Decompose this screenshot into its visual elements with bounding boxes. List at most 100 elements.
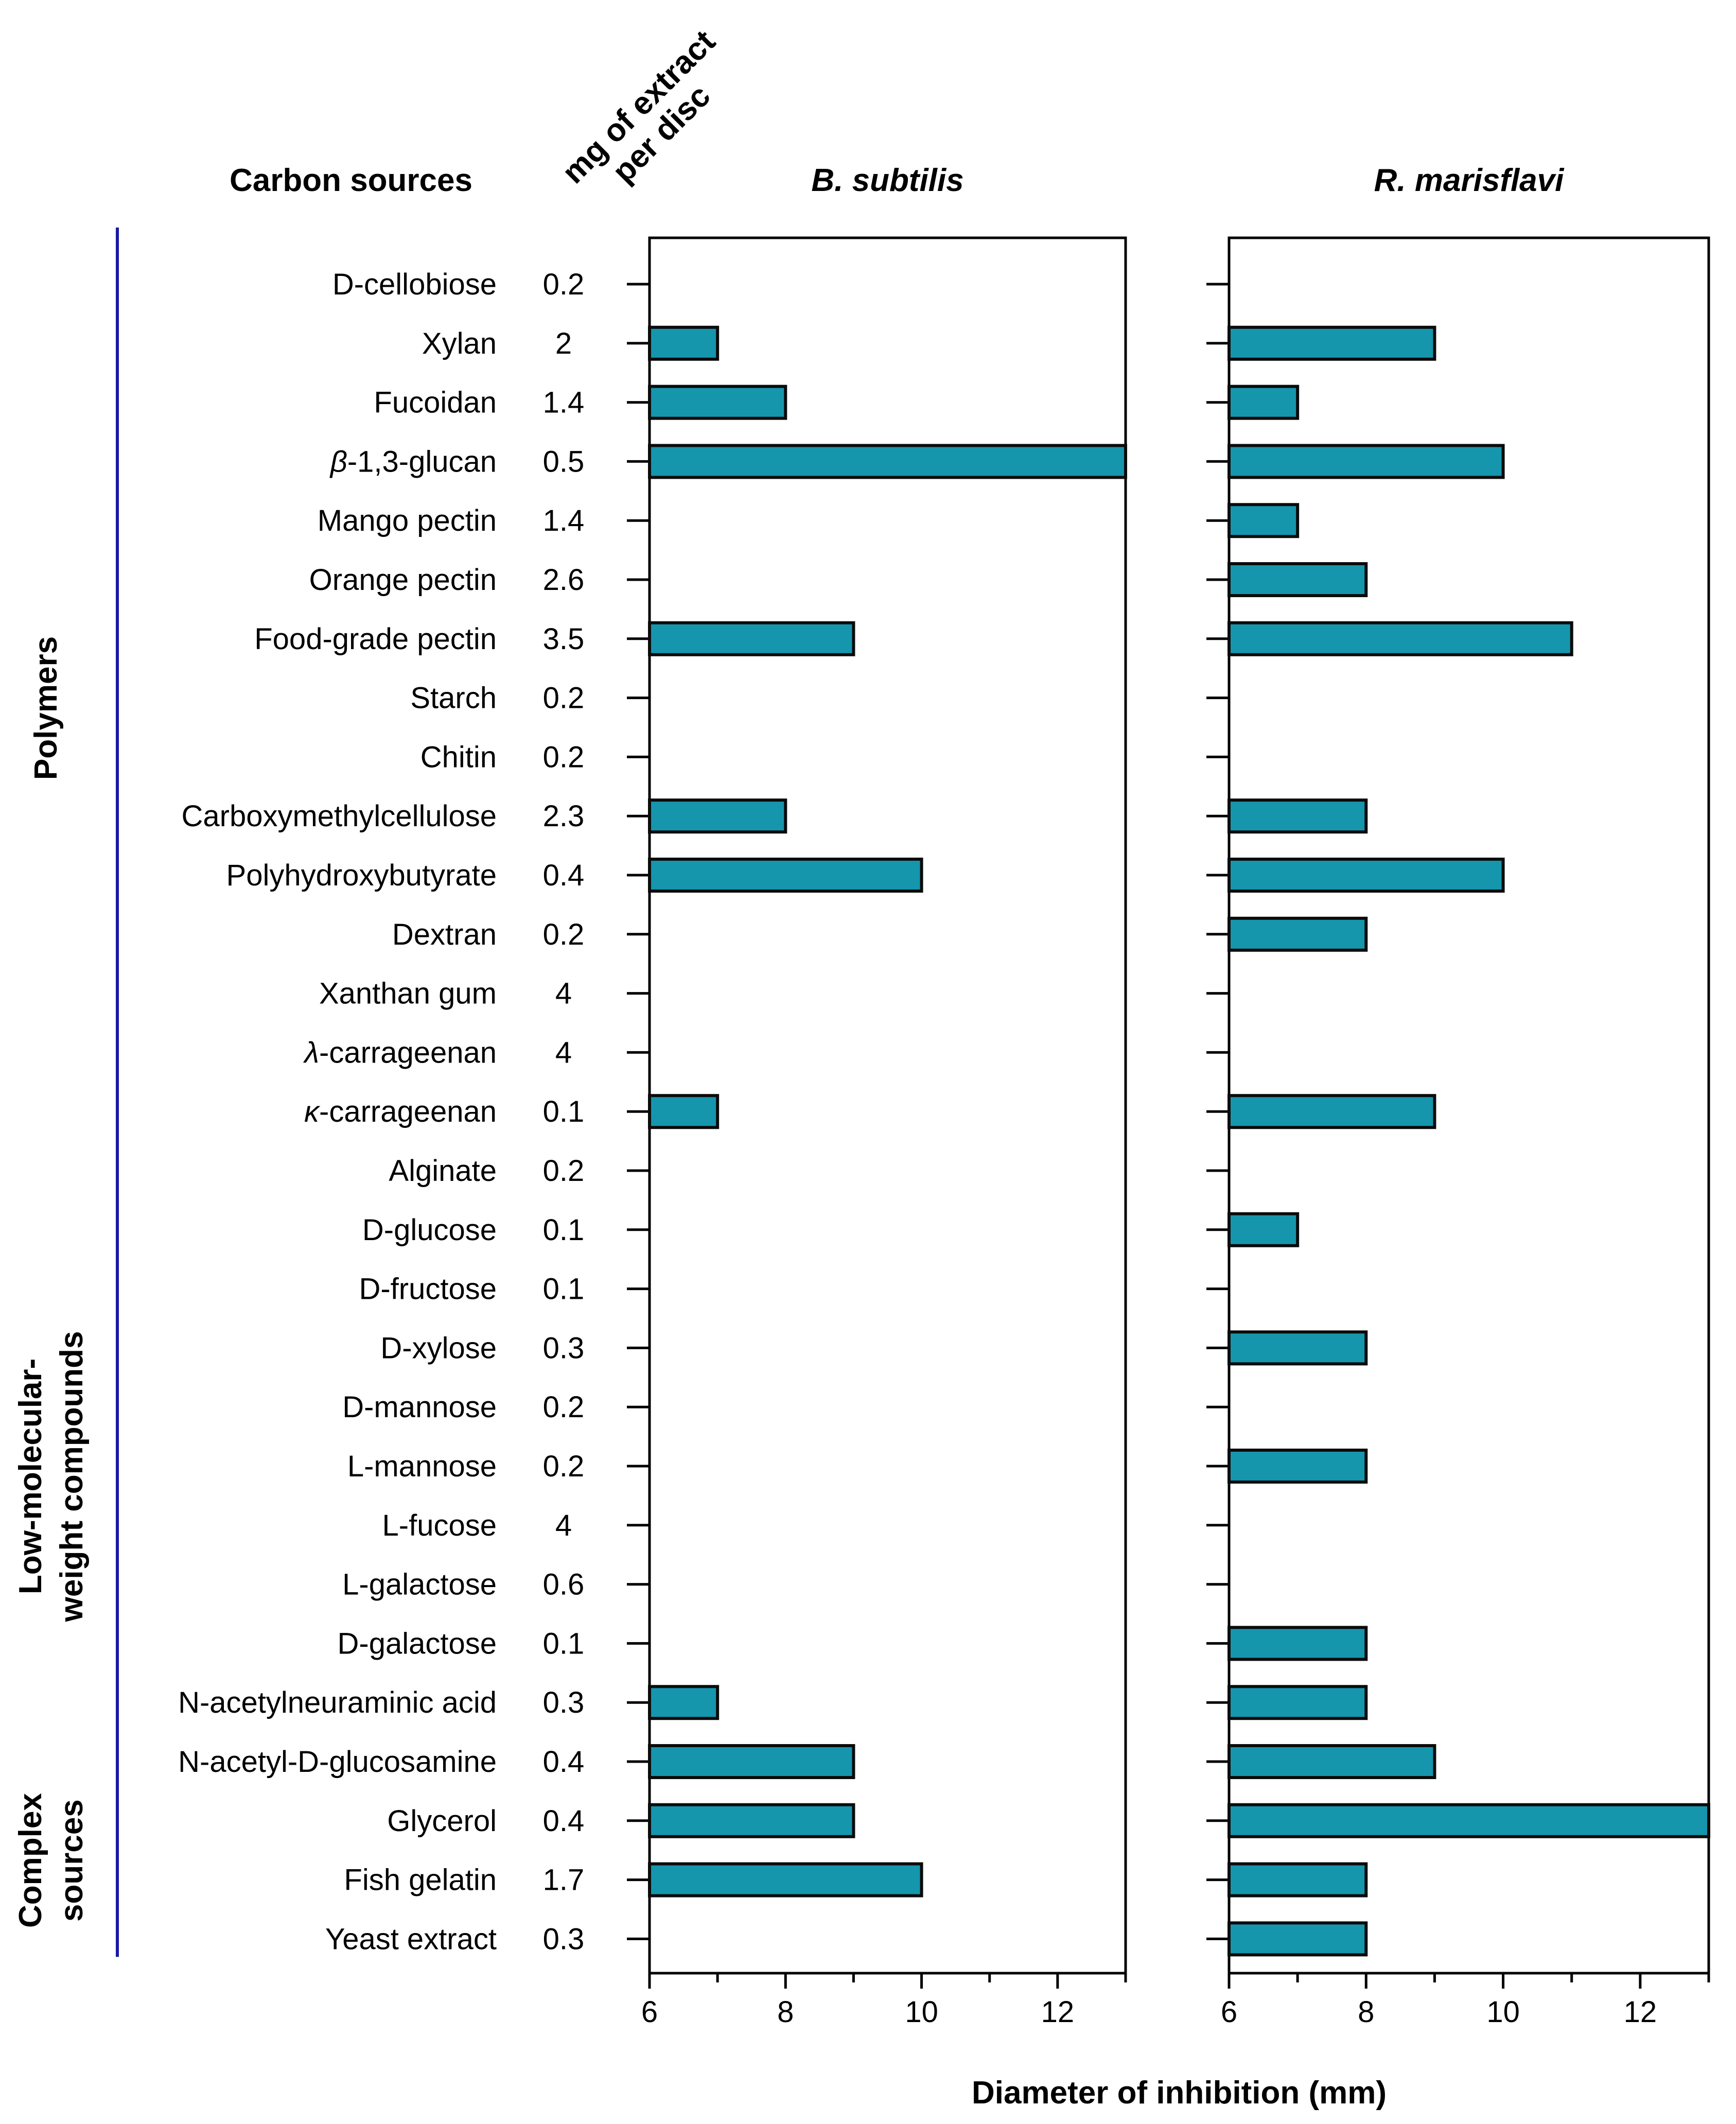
bar [1228, 1685, 1368, 1720]
group-label: Low-molecular-weight compounds [13, 1331, 90, 1622]
bar [648, 798, 787, 834]
bar [1228, 1094, 1436, 1129]
bar [648, 325, 720, 361]
category-label: Food-grade pectin [254, 622, 497, 656]
mg-value: 0.1 [543, 1627, 585, 1660]
group-brackets: Polymers Low-molecular-weight compounds Co… [13, 228, 119, 1957]
category-label: Polyhydroxybutyrate [226, 859, 497, 892]
panel-title-b-subtilis: B. subtilis [811, 163, 963, 198]
header-mg-per-disc: mg of extract per disc [555, 24, 722, 190]
mg-value: 0.1 [543, 1095, 585, 1128]
category-label: Alginate [389, 1154, 497, 1188]
bar [648, 385, 787, 420]
mg-value: 0.2 [543, 1154, 585, 1188]
bar [1228, 798, 1368, 834]
mg-value: 1.7 [543, 1864, 585, 1897]
x-tick-label: 12 [1041, 1995, 1075, 2029]
plot-frame [648, 236, 1127, 1975]
category-label: Dextran [392, 918, 497, 951]
category-label: Mango pectin [318, 504, 497, 537]
category-label: β-1,3-glucan [329, 445, 497, 478]
category-label: Yeast extract [325, 1922, 497, 1956]
x-tick-label: 12 [1624, 1995, 1657, 2029]
bar [648, 621, 855, 656]
mg-value: 4 [555, 1036, 572, 1069]
mg-value: 0.3 [543, 1922, 585, 1956]
bar [1228, 621, 1573, 656]
category-label: N-acetylneuraminic acid [178, 1686, 497, 1719]
mg-value: 0.5 [543, 445, 585, 478]
category-label: D-xylose [380, 1331, 497, 1365]
bar [1228, 1212, 1300, 1247]
category-label: Xylan [422, 327, 497, 360]
mg-values: 0.2 2 1.4 0.5 1.4 2.6 3.5 0.2 0.2 2.3 0.4 0.2 4 4 0.1 0… [543, 268, 585, 1956]
mg-value: 1.4 [543, 386, 585, 420]
mg-value: 0.2 [543, 1450, 585, 1483]
x-tick-label: 10 [1486, 1995, 1520, 2029]
bar [1228, 503, 1300, 538]
bar [1228, 385, 1300, 420]
category-label: Fish gelatin [344, 1864, 497, 1897]
bar [1228, 1744, 1436, 1779]
category-label: D-cellobiose [332, 268, 497, 301]
bar [1228, 1921, 1368, 1957]
group-label: Polymers [28, 636, 64, 780]
category-label: D-fructose [359, 1273, 497, 1306]
mg-value: 0.2 [543, 268, 585, 301]
bar [1228, 916, 1368, 952]
category-label: Carboxymethylcellulose [182, 799, 497, 833]
bar [1228, 1449, 1368, 1484]
bar [648, 1803, 855, 1838]
panel-title-r-marisflavi: R. marisflavi [1374, 163, 1565, 198]
x-tick-label: 6 [641, 1995, 658, 2029]
category-label: L-fucose [382, 1509, 497, 1542]
group-label-line: weight compounds [54, 1331, 90, 1622]
mg-value: 0.1 [543, 1273, 585, 1306]
group-label-line: Complex [13, 1793, 48, 1928]
bar [1228, 1862, 1368, 1897]
mg-value: 0.3 [543, 1331, 585, 1365]
x-tick-label: 8 [1358, 1995, 1374, 2029]
category-label: D-glucose [362, 1213, 497, 1247]
mg-value: 0.4 [543, 1804, 585, 1838]
panel-b-subtilis: 6 8 10 12 [627, 236, 1127, 2029]
mg-value: 0.2 [543, 1390, 585, 1424]
mg-value: 2.6 [543, 563, 585, 597]
mg-value: 0.2 [543, 682, 585, 715]
category-label: Starch [410, 682, 497, 715]
category-label: Orange pectin [309, 563, 497, 597]
bar [648, 1094, 720, 1129]
mg-value: 0.1 [543, 1213, 585, 1247]
category-labels: D-cellobiose Xylan Fucoidan β-1,3-glucan Man… [178, 268, 497, 1956]
mg-value: 0.2 [543, 740, 585, 774]
mg-value: 1.4 [543, 504, 585, 537]
mg-value: 3.5 [543, 622, 585, 656]
panel-r-marisflavi: 6 8 10 12 [1206, 236, 1710, 2029]
group-label-line: Low-molecular- [13, 1359, 48, 1594]
bar [648, 1862, 923, 1897]
category-label: D-galactose [338, 1627, 497, 1660]
mg-value: 0.3 [543, 1686, 585, 1719]
group-label-line: Polymers [28, 636, 64, 780]
category-label: Glycerol [387, 1804, 497, 1838]
bar [648, 444, 1127, 479]
group-label: Complex sources [13, 1793, 90, 1928]
mg-value: 2.3 [543, 799, 585, 833]
category-label: Fucoidan [374, 386, 497, 420]
bar [1228, 562, 1368, 597]
mg-value: 2 [555, 327, 572, 360]
bar [1228, 444, 1505, 479]
bar [1228, 1626, 1368, 1661]
category-label: κ-carrageenan [304, 1095, 497, 1128]
x-tick-label: 6 [1221, 1995, 1237, 2029]
bar [1228, 1330, 1368, 1366]
mg-value: 0.4 [543, 859, 585, 892]
group-label-line: sources [54, 1799, 90, 1922]
category-label: L-galactose [342, 1568, 497, 1601]
mg-value: 0.4 [543, 1745, 585, 1779]
x-tick-label: 10 [905, 1995, 938, 2029]
bar [1228, 858, 1505, 893]
x-axis-label: Diameter of inhibition (mm) [972, 2075, 1387, 2111]
category-label: Xanthan gum [319, 977, 497, 1011]
